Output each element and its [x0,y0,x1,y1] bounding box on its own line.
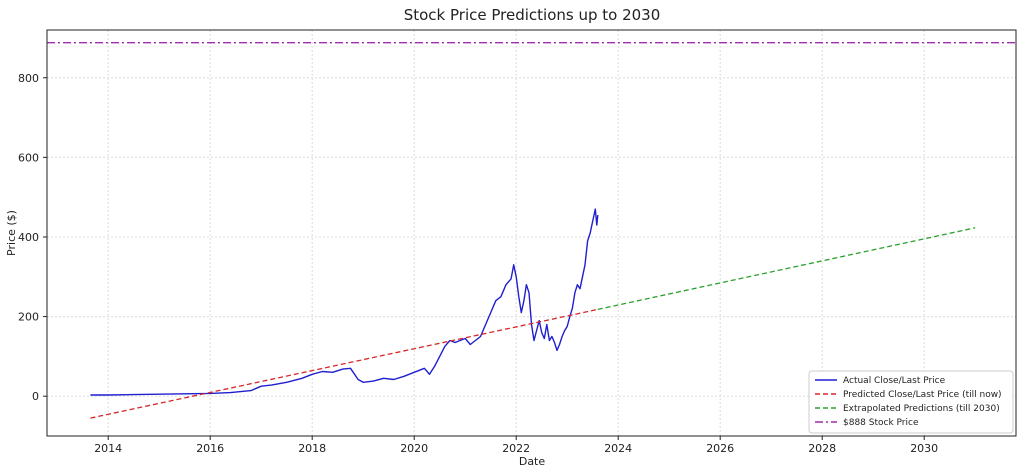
predicted-price-line [90,308,598,419]
x-axis-label: Date [519,455,546,468]
x-tick-label: 2022 [502,442,530,455]
y-tick-label: 200 [18,311,39,324]
legend-entry-label: Actual Close/Last Price [843,376,946,386]
x-tick-label: 2030 [910,442,938,455]
legend-box [808,370,1014,434]
plot-frame [46,29,1017,437]
x-axis-ticks: 2014 2016 2018 2020 2022 2024 2026 2028 2030 [94,436,938,455]
x-tick-label: 2024 [604,442,632,455]
x-tick-label: 2026 [706,442,734,455]
x-tick-label: 2018 [298,442,326,455]
y-tick-label: 0 [32,390,39,403]
y-axis-label: Price ($) [5,210,18,256]
chart-title: Stock Price Predictions up to 2030 [404,6,661,24]
legend: Actual Close/Last Price Predicted Close/L… [808,370,1014,434]
y-tick-label: 600 [18,151,39,164]
legend-entry-label: Predicted Close/Last Price (till now) [843,390,1002,400]
y-tick-label: 800 [18,72,39,85]
y-axis-ticks: 0 200 400 600 800 [18,72,47,403]
extrapolated-price-line [597,227,976,311]
legend-entry-label: Extrapolated Predictions (till 2030) [843,404,1000,414]
x-tick-label: 2020 [400,442,428,455]
series-layer [47,42,1016,419]
x-tick-label: 2028 [808,442,836,455]
y-tick-label: 400 [18,231,39,244]
x-tick-label: 2016 [196,442,224,455]
x-tick-label: 2014 [94,442,122,455]
actual-price-line [90,208,599,396]
legend-entry-label: $888 Stock Price [843,418,919,428]
